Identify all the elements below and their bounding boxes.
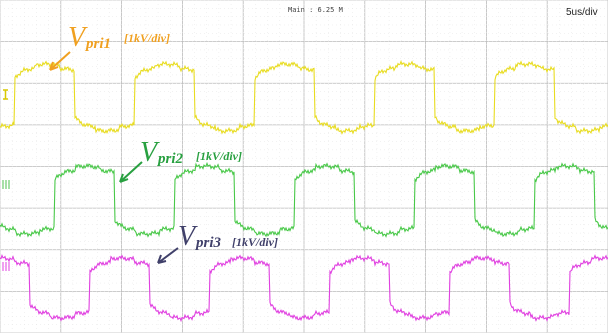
label-symbol: V xyxy=(140,137,160,168)
label-scale: [1kV/div] xyxy=(232,235,278,249)
time-per-div: 5us/div xyxy=(566,7,598,18)
label-subscript: pri3 xyxy=(194,235,222,251)
timebase-info: Main : 6.25 M xyxy=(288,6,343,14)
label-subscript: pri2 xyxy=(156,151,184,167)
label-symbol: V xyxy=(178,221,198,252)
label-scale: [1kV/div] xyxy=(124,31,170,45)
oscilloscope-screen: Main : 6.25 M 5us/div V pri1 [1kV/div] V… xyxy=(0,0,608,333)
label-subscript: pri1 xyxy=(84,36,111,52)
label-scale: [1kV/div] xyxy=(196,149,242,163)
label-symbol: V xyxy=(68,22,88,53)
